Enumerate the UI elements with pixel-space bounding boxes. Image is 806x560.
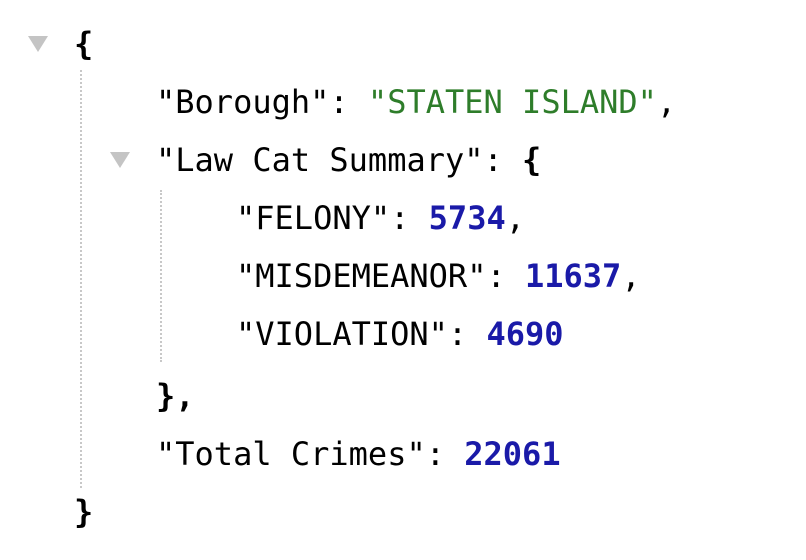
root-open-brace: { (74, 25, 94, 63)
borough-comma: , (656, 83, 677, 121)
felony-comma: , (505, 199, 525, 237)
felony-row: "FELONY": 5734, (236, 198, 525, 238)
misdemeanor-key: "MISDEMEANOR" (236, 257, 487, 295)
violation-value: 4690 (486, 315, 564, 353)
total-crimes-row: "Total Crimes": 22061 (156, 434, 561, 474)
total-crimes-value: 22061 (464, 435, 561, 473)
misdemeanor-value: 11637 (524, 257, 622, 295)
violation-row: "VIOLATION": 4690 (236, 314, 564, 354)
law-cat-indent-guide (160, 190, 162, 362)
law-cat-collapse-toggle-icon[interactable] (110, 152, 130, 168)
misdemeanor-separator: : (486, 257, 525, 295)
law-cat-key: "Law Cat Summary" (156, 141, 484, 179)
law-cat-open-brace: { (522, 141, 542, 179)
borough-row: "Borough": "STATEN ISLAND", (156, 82, 676, 122)
law-cat-separator: : (483, 141, 523, 179)
violation-key: "VIOLATION" (236, 315, 448, 353)
felony-key: "FELONY" (236, 199, 391, 237)
law-cat-close-brace: }, (156, 377, 195, 415)
borough-key: "Borough" (156, 83, 330, 121)
borough-separator: : (329, 83, 368, 121)
violation-separator: : (447, 315, 487, 353)
root-indent-guide (80, 70, 82, 488)
felony-separator: : (390, 199, 429, 237)
law-cat-row: "Law Cat Summary": { (156, 140, 541, 180)
misdemeanor-comma: , (621, 257, 641, 295)
root-collapse-toggle-icon[interactable] (28, 36, 48, 52)
total-crimes-separator: : (425, 435, 465, 473)
total-crimes-key: "Total Crimes" (156, 435, 426, 473)
borough-value: "STATEN ISLAND" (367, 83, 657, 121)
root-close-brace: } (74, 493, 94, 531)
misdemeanor-row: "MISDEMEANOR": 11637, (236, 256, 641, 296)
felony-value: 5734 (428, 199, 506, 237)
